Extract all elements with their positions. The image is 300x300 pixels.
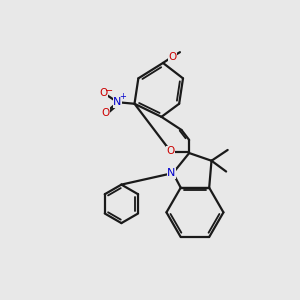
Text: −: − bbox=[105, 86, 113, 96]
Text: O: O bbox=[101, 108, 110, 118]
Text: N: N bbox=[113, 97, 122, 107]
Text: N: N bbox=[167, 168, 175, 178]
Text: O: O bbox=[100, 88, 108, 98]
Text: O: O bbox=[167, 146, 175, 157]
Text: O: O bbox=[168, 52, 176, 62]
Text: +: + bbox=[119, 92, 126, 100]
